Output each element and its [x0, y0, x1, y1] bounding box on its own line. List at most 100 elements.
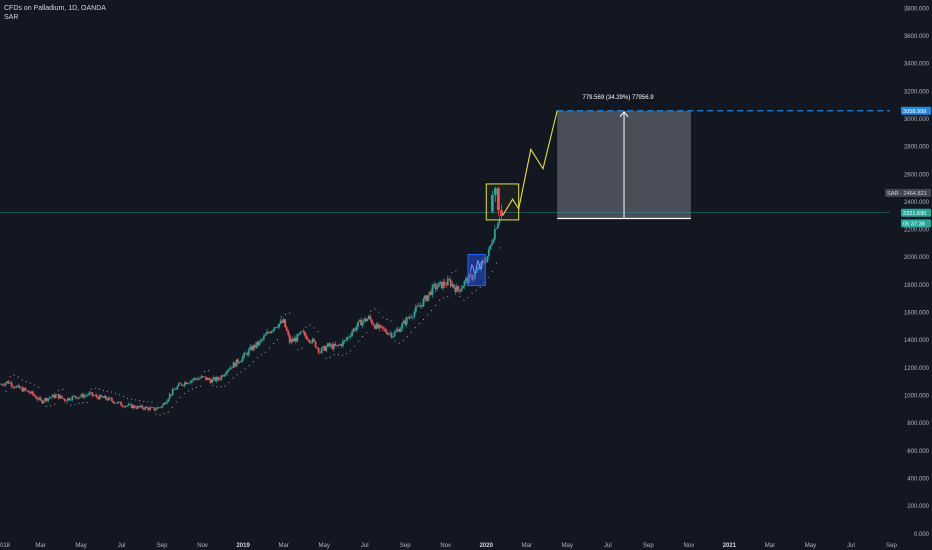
candle-body-4	[6, 381, 8, 384]
sar-dot-105	[431, 309, 433, 312]
price-tag-bg-0	[901, 106, 931, 115]
candle-body-201	[305, 335, 308, 340]
candle-body-134	[203, 376, 206, 378]
candle-body-98	[149, 407, 151, 411]
candle-body-33	[50, 397, 53, 398]
candle-body-301	[457, 285, 460, 291]
sar-dot-92	[378, 311, 380, 313]
candle-body-37	[56, 394, 59, 396]
candle-body-190	[288, 334, 291, 343]
price-tag-text-1: SAR · 2464.821	[887, 191, 927, 197]
x-tick-label-0: 018	[0, 543, 11, 549]
candle-body-94	[142, 408, 145, 410]
candle-body-41	[62, 398, 65, 399]
y-tick-label-13: 2600.000	[904, 172, 930, 178]
sar-dot-98	[402, 340, 404, 342]
candle-body-202	[307, 339, 309, 340]
candle-body-246	[373, 325, 376, 329]
candle-body-282	[428, 291, 431, 296]
candle-body-274	[416, 305, 419, 307]
candle-body-267	[405, 317, 408, 325]
sar-dot-89	[366, 332, 368, 334]
sar-dot-3	[17, 376, 19, 378]
sar-dot-70	[289, 312, 291, 314]
price-series-layer	[0, 212, 890, 416]
y-tick-label-9: 1800.000	[904, 283, 930, 289]
candle-body-93	[141, 405, 144, 409]
sar-dot-47	[195, 387, 198, 389]
candle-body-146	[221, 375, 224, 377]
sar-dot-116	[475, 289, 477, 291]
indicator-label[interactable]: SAR	[4, 14, 19, 21]
sar-dot-65	[268, 347, 271, 349]
sar-dot-72	[297, 349, 299, 351]
candle-body-7	[10, 382, 13, 387]
candle-body-123	[187, 383, 189, 384]
sar-dot-55	[228, 381, 230, 384]
candle-body-259	[393, 332, 396, 337]
candle-body-88	[133, 405, 136, 408]
sar-dot-95	[390, 320, 392, 322]
candle-body-51	[77, 397, 80, 399]
candle-body-71	[108, 397, 110, 401]
sar-dot-52	[216, 386, 218, 388]
candle-body-55	[83, 395, 86, 398]
candle-body-24	[36, 398, 39, 400]
symbol-title[interactable]: CFDs on Palladium, 1D, OANDA	[4, 5, 106, 12]
sar-dot-101	[414, 327, 416, 329]
candle-body-212	[322, 346, 325, 348]
x-tick-label-11: Nov	[440, 543, 451, 549]
candle-body-179	[272, 330, 274, 332]
candle-body-97	[147, 407, 150, 411]
sar-dot-77	[317, 330, 319, 333]
candle-body-205	[311, 338, 314, 343]
candle-body-157	[238, 362, 241, 363]
candle-body-289	[439, 281, 442, 283]
sar-dot-5	[25, 381, 27, 383]
y-tick-label-7: 1400.000	[904, 338, 930, 344]
candle-body-241	[366, 318, 369, 322]
sar-dot-68	[281, 316, 283, 318]
candle-body-63	[95, 395, 98, 398]
candle-body-162	[246, 353, 249, 356]
candle-body-101	[153, 407, 156, 411]
x-tick-label-13: Mar	[522, 543, 532, 549]
yellow-candle-body-2	[497, 188, 500, 211]
y-tick-label-19: 3800.000	[904, 6, 930, 12]
candle-body-191	[290, 339, 293, 343]
candle-body-283	[430, 291, 432, 295]
y-tick-label-8: 1600.000	[904, 311, 930, 317]
candle-body-91	[138, 406, 141, 408]
candle-body-19	[28, 392, 31, 394]
candle-body-9	[13, 387, 16, 388]
candle-body-247	[375, 323, 378, 329]
candle-body-70	[106, 399, 109, 401]
y-tick-label-16: 3200.000	[904, 89, 930, 95]
candle-body-294	[446, 279, 449, 286]
sar-dot-91	[374, 308, 376, 310]
sar-dot-108	[443, 297, 445, 299]
candle-body-275	[417, 305, 420, 307]
candle-body-26	[39, 397, 42, 400]
sar-dot-122	[499, 247, 501, 249]
candle-body-262	[398, 329, 401, 332]
candle-body-135	[205, 376, 208, 380]
candle-body-23	[35, 396, 37, 399]
candle-body-103	[156, 407, 159, 410]
sar-dot-115	[471, 292, 473, 294]
sar-dot-45	[187, 390, 189, 392]
x-tick-label-14: May	[562, 543, 573, 549]
sar-dot-66	[272, 342, 275, 345]
candle-body-125	[190, 380, 192, 383]
x-tick-label-1: Mar	[35, 543, 45, 549]
blue-box	[467, 253, 486, 287]
candle-body-270	[410, 316, 413, 318]
candle-body-78	[118, 401, 121, 403]
blue-box-squiggle	[470, 259, 484, 274]
candle-body-65	[98, 395, 101, 400]
sar-dot-90	[370, 310, 372, 312]
candle-body-207	[314, 341, 317, 348]
sar-dot-57	[236, 374, 238, 376]
candle-body-46	[70, 399, 72, 401]
